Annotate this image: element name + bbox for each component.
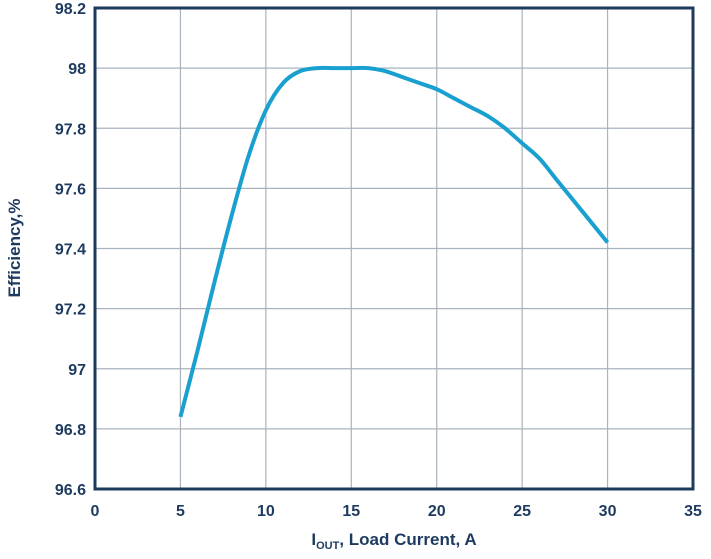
y-axis-title: Efficiency,%: [5, 199, 24, 298]
x-tick-label: 5: [176, 503, 185, 520]
y-tick-label: 96.6: [55, 482, 86, 499]
x-tick-label: 30: [599, 503, 617, 520]
x-tick-label: 10: [257, 503, 275, 520]
y-tick-label: 97.8: [55, 121, 86, 138]
x-axis-title-main: I: [311, 530, 316, 549]
y-tick-label: 97.6: [55, 181, 86, 198]
x-tick-label: 0: [91, 503, 100, 520]
x-tick-label: 25: [513, 503, 531, 520]
y-tick-label: 96.8: [55, 422, 86, 439]
efficiency-series-line: [178, 65, 610, 418]
series-layer: [178, 65, 610, 418]
x-tick-labels: 0 5 10 15 20 25 30 35: [91, 503, 702, 520]
x-tick-label: 35: [684, 503, 702, 520]
x-axis-title-sub: OUT: [316, 540, 340, 552]
x-tick-label: 20: [428, 503, 446, 520]
y-tick-label: 98.2: [55, 1, 86, 18]
grid-layer: [95, 8, 693, 489]
y-tick-label: 97.2: [55, 302, 86, 319]
y-tick-label: 97: [68, 362, 86, 379]
plot-frame: [93, 6, 695, 491]
y-tick-label: 98: [68, 61, 86, 78]
y-tick-label: 97.4: [55, 242, 86, 259]
x-axis-title: IOUT, Load Current, A: [311, 530, 476, 552]
x-axis-title-rest: , Load Current, A: [339, 530, 476, 549]
x-tick-label: 15: [342, 503, 360, 520]
y-tick-labels: 96.6 96.8 97 97.2 97.4 97.6 97.8 98 98.2: [55, 1, 86, 499]
